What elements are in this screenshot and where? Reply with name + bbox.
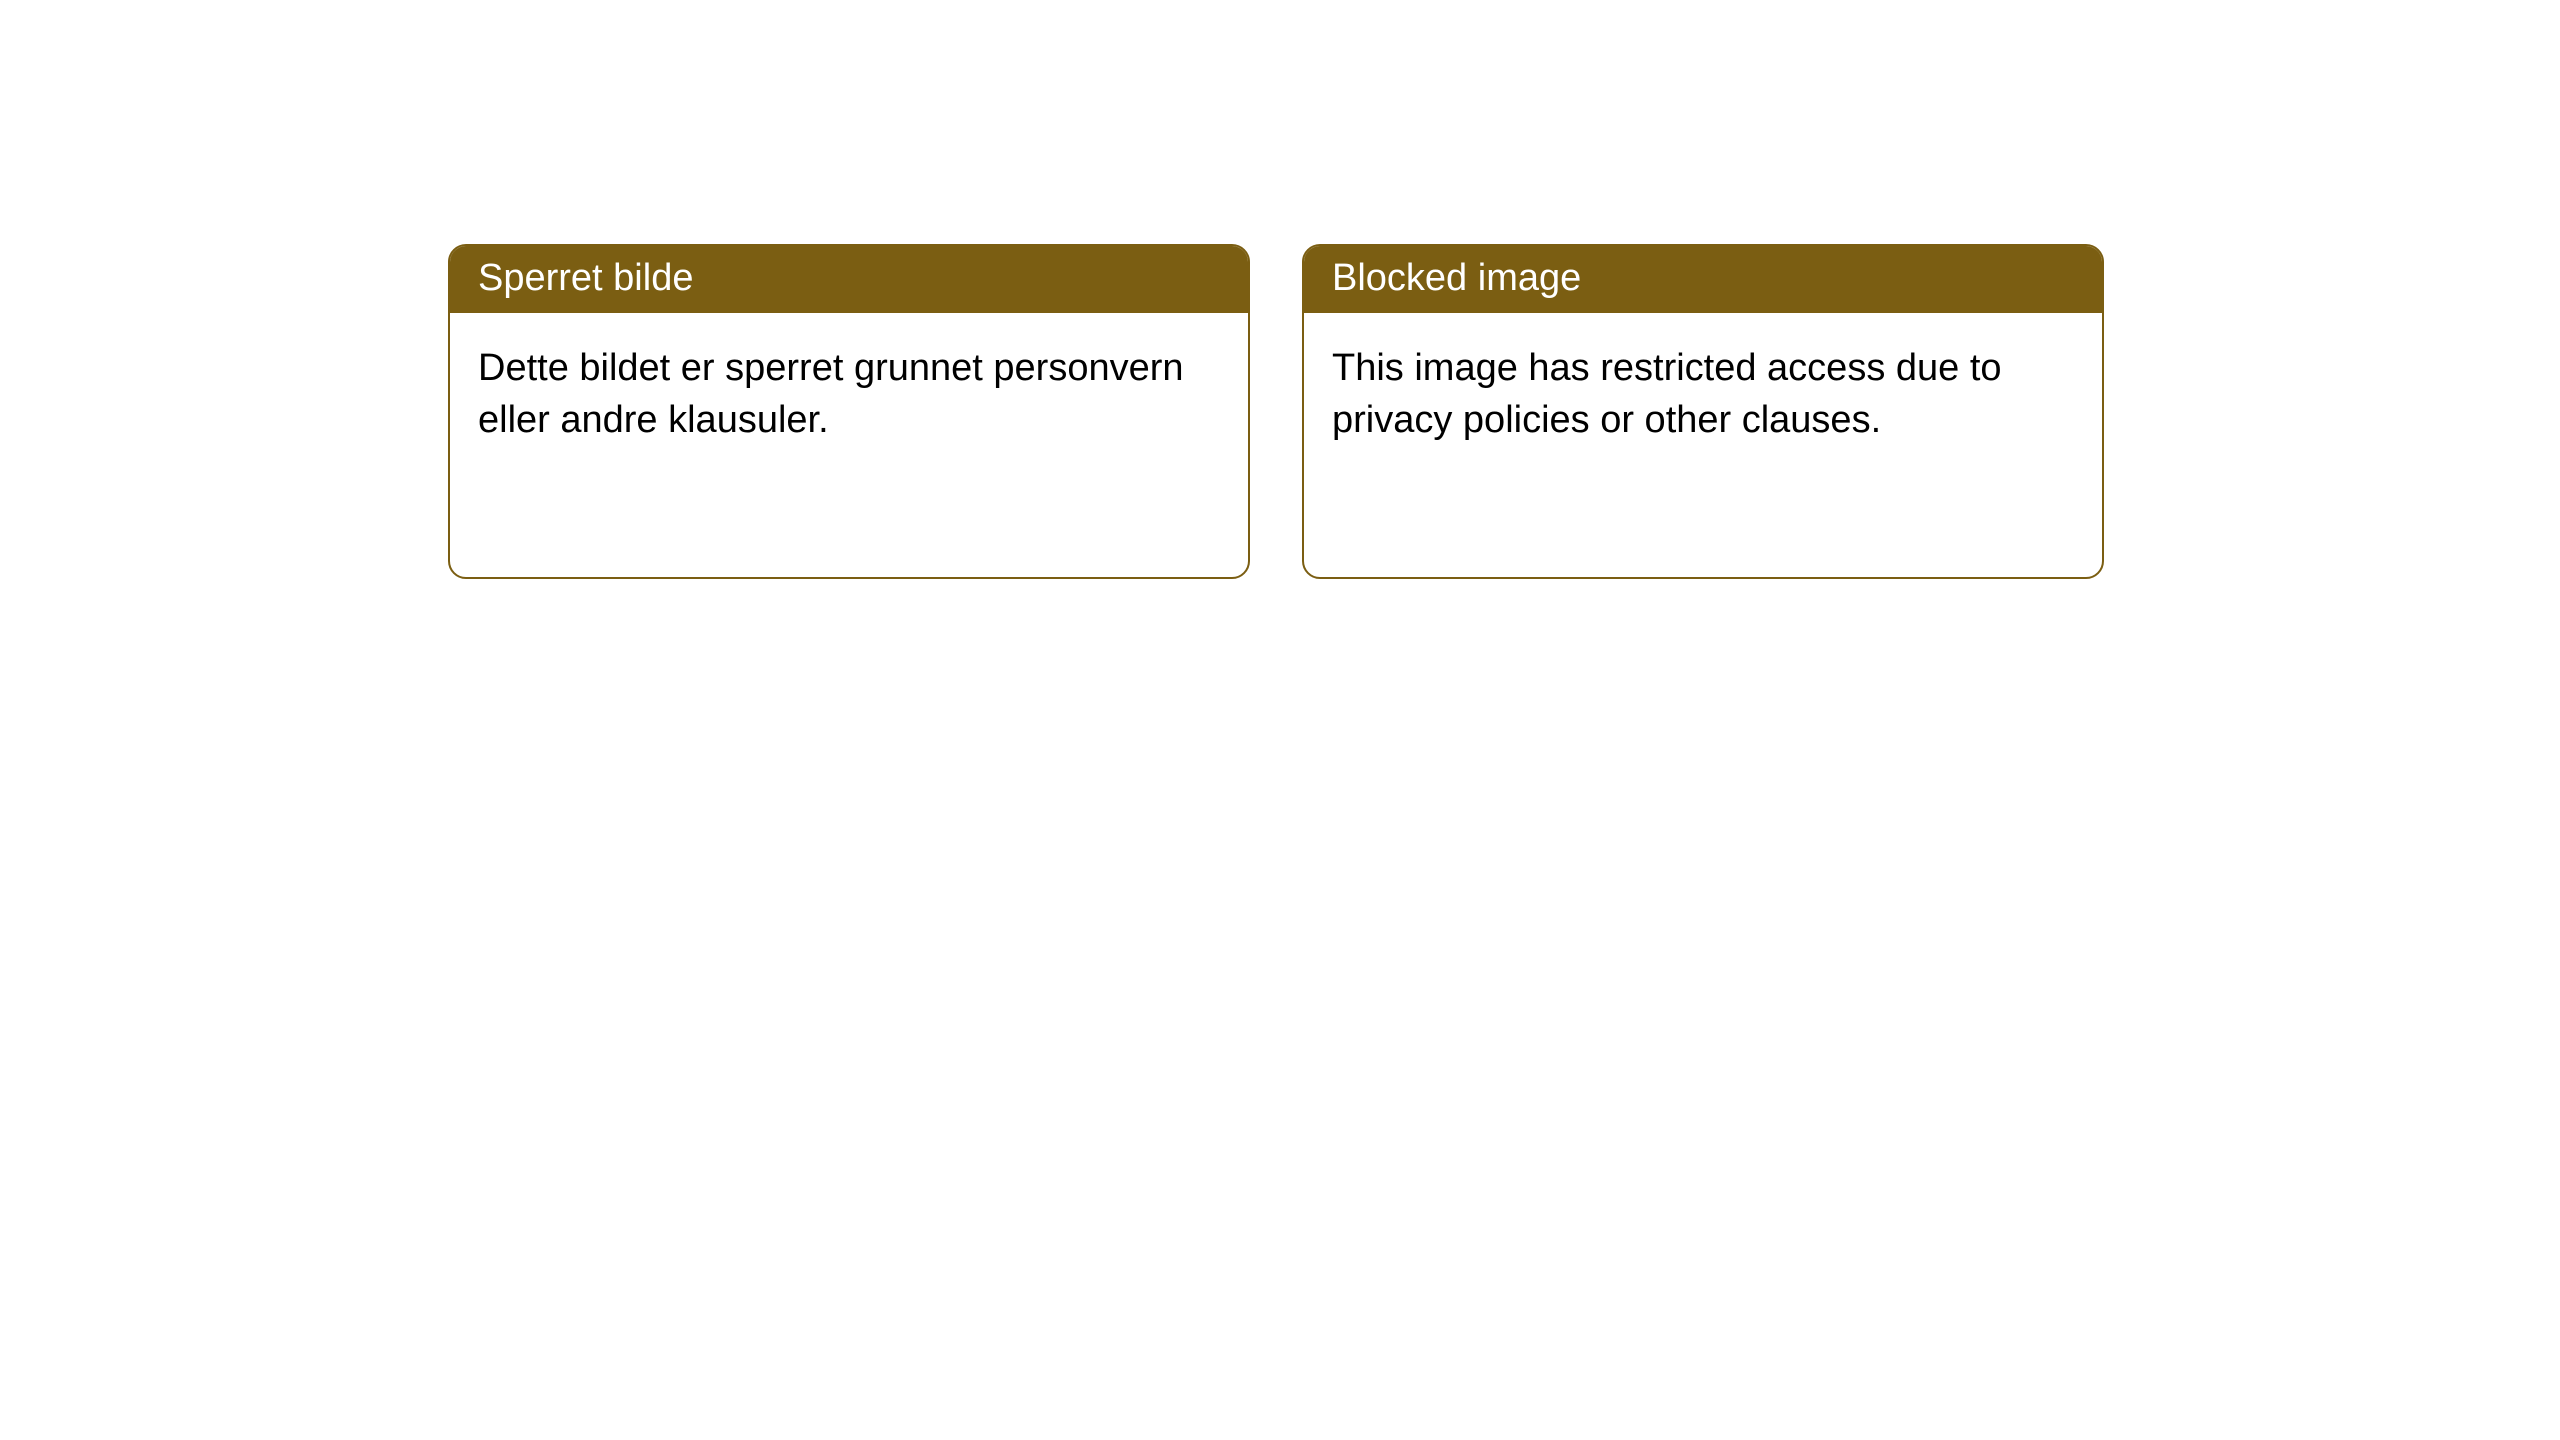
notice-container: Sperret bilde Dette bildet er sperret gr… [0, 0, 2560, 579]
card-body-text: Dette bildet er sperret grunnet personve… [478, 347, 1184, 440]
blocked-image-card-en: Blocked image This image has restricted … [1302, 244, 2104, 579]
card-body: This image has restricted access due to … [1304, 313, 2102, 476]
card-title: Blocked image [1332, 257, 1581, 299]
blocked-image-card-no: Sperret bilde Dette bildet er sperret gr… [448, 244, 1250, 579]
card-header: Blocked image [1304, 246, 2102, 313]
card-header: Sperret bilde [450, 246, 1248, 313]
card-body-text: This image has restricted access due to … [1332, 347, 2002, 440]
card-title: Sperret bilde [478, 257, 693, 299]
card-body: Dette bildet er sperret grunnet personve… [450, 313, 1248, 476]
